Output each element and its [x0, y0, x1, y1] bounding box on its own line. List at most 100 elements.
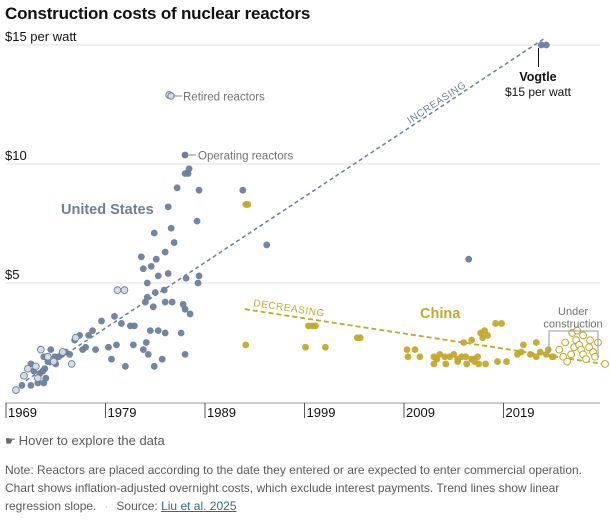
us-operating-point[interactable] — [164, 203, 172, 211]
source-link[interactable]: Liu et al. 2025 — [161, 499, 237, 513]
us-retired-point[interactable] — [12, 386, 20, 394]
us-operating-point[interactable] — [195, 186, 203, 194]
us-operating-point[interactable] — [194, 279, 202, 287]
china-under-construction-point[interactable] — [579, 331, 587, 340]
us-operating-point[interactable] — [143, 279, 151, 287]
china-operating-point[interactable] — [536, 348, 544, 356]
us-retired-point[interactable] — [36, 345, 45, 354]
china-operating-point[interactable] — [532, 353, 540, 361]
china-operating-point[interactable] — [544, 346, 552, 354]
china-under-construction-point[interactable] — [567, 350, 576, 359]
us-operating-point[interactable] — [122, 362, 129, 370]
china-operating-point[interactable] — [321, 343, 329, 351]
us-retired-point[interactable] — [33, 374, 42, 383]
us-operating-point[interactable] — [193, 217, 201, 225]
china-operating-point[interactable] — [442, 360, 450, 368]
china-under-construction-point[interactable] — [563, 357, 572, 366]
us-operating-point[interactable] — [150, 229, 158, 237]
china-operating-point[interactable] — [532, 339, 540, 346]
us-operating-point[interactable] — [149, 303, 157, 311]
us-operating-point[interactable] — [195, 272, 203, 280]
china-operating-point[interactable] — [463, 360, 471, 368]
us-operating-point[interactable] — [161, 298, 169, 306]
us-retired-point[interactable] — [58, 348, 67, 356]
china-operating-point[interactable] — [460, 339, 468, 346]
us-operating-point[interactable] — [143, 293, 151, 301]
us-retired-point[interactable] — [20, 371, 28, 380]
us-operating-point[interactable] — [27, 381, 35, 389]
us-operating-point[interactable] — [182, 274, 190, 282]
china-operating-point[interactable] — [312, 322, 319, 330]
us-operating-point[interactable] — [170, 239, 178, 246]
us-operating-point[interactable] — [42, 374, 50, 382]
us-operating-point[interactable] — [142, 339, 150, 346]
china-operating-point[interactable] — [242, 341, 250, 349]
us-operating-point[interactable] — [111, 312, 118, 320]
us-operating-point[interactable] — [129, 341, 137, 349]
us-operating-point[interactable] — [177, 329, 185, 337]
china-operating-point[interactable] — [356, 334, 364, 342]
us-operating-point[interactable] — [181, 351, 189, 358]
us-operating-point[interactable] — [144, 351, 152, 358]
china-operating-point[interactable] — [244, 201, 252, 208]
us-operating-point[interactable] — [154, 327, 162, 334]
china-operating-point[interactable] — [430, 360, 438, 368]
china-operating-point[interactable] — [549, 353, 557, 361]
us-retired-point[interactable] — [113, 286, 122, 294]
china-operating-point[interactable] — [520, 341, 527, 349]
us-retired-point[interactable] — [31, 362, 40, 371]
us-operating-point[interactable] — [79, 346, 87, 354]
us-operating-point[interactable] — [130, 322, 138, 330]
china-under-construction-point[interactable] — [586, 336, 594, 345]
us-operating-point[interactable] — [41, 365, 49, 373]
china-under-construction-point[interactable] — [582, 355, 590, 364]
us-operating-point[interactable] — [263, 241, 271, 249]
us-operating-point[interactable] — [118, 320, 125, 327]
china-operating-point[interactable] — [498, 320, 505, 327]
us-retired-point[interactable] — [43, 352, 52, 361]
us-operating-point[interactable] — [105, 343, 112, 351]
us-retired-point[interactable] — [71, 333, 80, 342]
china-operating-point[interactable] — [492, 320, 499, 327]
us-operating-point[interactable] — [92, 346, 99, 354]
china-operating-point[interactable] — [494, 358, 501, 365]
us-operating-point[interactable] — [150, 362, 158, 370]
us-operating-point[interactable] — [168, 298, 176, 306]
us-operating-point[interactable] — [158, 355, 166, 363]
us-retired-point[interactable] — [24, 364, 32, 373]
us-operating-point[interactable] — [239, 186, 247, 194]
china-operating-point[interactable] — [416, 353, 424, 361]
us-operating-point[interactable] — [161, 329, 169, 337]
us-operating-point[interactable] — [186, 310, 194, 318]
china-operating-point[interactable] — [450, 351, 458, 358]
china-operating-point[interactable] — [479, 334, 487, 342]
us-operating-point[interactable] — [139, 346, 147, 354]
us-operating-point[interactable] — [160, 286, 168, 294]
us-operating-point[interactable] — [465, 255, 473, 263]
us-operating-point[interactable] — [167, 224, 175, 232]
china-operating-point[interactable] — [518, 348, 525, 356]
us-retired-point[interactable] — [49, 357, 58, 366]
china-operating-point[interactable] — [454, 358, 462, 365]
us-operating-point[interactable] — [184, 170, 192, 177]
china-under-construction-point[interactable] — [591, 352, 599, 361]
china-operating-point[interactable] — [302, 343, 309, 351]
us-operating-point[interactable] — [137, 253, 145, 261]
china-operating-point[interactable] — [462, 353, 470, 361]
china-operating-point[interactable] — [441, 353, 449, 361]
data-points[interactable] — [12, 41, 609, 394]
us-operating-point[interactable] — [47, 346, 55, 354]
us-operating-point[interactable] — [146, 327, 154, 334]
china-operating-point[interactable] — [503, 358, 510, 365]
us-operating-point[interactable] — [89, 327, 96, 334]
us-operating-point[interactable] — [161, 248, 169, 256]
china-operating-point[interactable] — [404, 353, 412, 361]
us-operating-point[interactable] — [98, 317, 105, 325]
china-operating-point[interactable] — [411, 346, 419, 354]
us-operating-point[interactable] — [173, 184, 181, 192]
us-operating-point[interactable] — [18, 381, 26, 389]
us-operating-point[interactable] — [85, 331, 92, 339]
us-operating-point[interactable] — [108, 355, 115, 363]
us-operating-point[interactable] — [542, 41, 550, 49]
us-operating-point[interactable] — [139, 265, 147, 273]
